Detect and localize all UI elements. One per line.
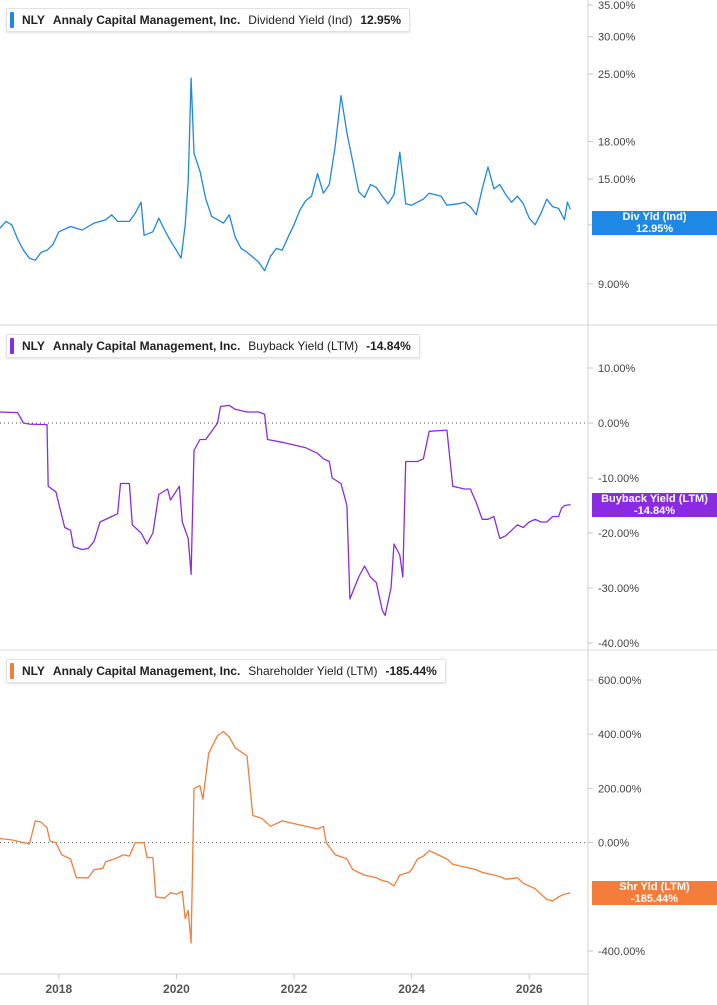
y-tick-label: -30.00% [598,583,639,595]
value-flag-dividend-yield: Div Yld (Ind) 12.95% [592,211,717,235]
legend-color-swatch [10,12,14,28]
y-tick-label: 400.00% [598,729,642,741]
y-tick-label: 0.00% [598,418,629,430]
legend-metric: Shareholder Yield (LTM) [248,664,378,678]
y-tick-label: -400.00% [598,946,645,958]
series-line [0,77,571,272]
legend-dividend-yield[interactable]: NLY Annaly Capital Management, Inc. Divi… [6,8,411,32]
legend-value: -185.44% [385,664,437,678]
legend-color-swatch [10,338,14,354]
y-tick-label: 9.00% [598,279,629,291]
value-flag-shareholder-yield: Shr Yld (LTM) -185.44% [592,881,717,905]
x-tick-label: 2018 [45,982,72,996]
y-tick-label: 600.00% [598,675,642,687]
y-tick-label: 35.00% [598,0,636,12]
y-tick-label: -40.00% [598,638,639,650]
series-line [0,404,571,617]
legend-color-swatch [10,663,14,679]
legend-company: Annaly Capital Management, Inc. [52,13,241,27]
y-tick-label: 0.00% [598,838,629,850]
legend-company: Annaly Capital Management, Inc. [52,339,241,353]
x-tick-label: 2022 [281,982,308,996]
legend-value: 12.95% [360,13,402,27]
series-line [0,730,571,944]
flag-value: -185.44% [630,893,679,905]
y-tick-label: 10.00% [598,363,636,375]
flag-label: Buyback Yield (LTM) [601,493,708,505]
legend-ticker: NLY [22,13,45,27]
legend-company: Annaly Capital Management, Inc. [52,664,241,678]
flag-label: Div Yld (Ind) [622,211,687,223]
y-tick-label: 18.00% [598,137,636,149]
y-tick-label: 25.00% [598,69,636,81]
legend-metric: Buyback Yield (LTM) [248,339,359,353]
y-tick-label: 15.00% [598,174,636,186]
y-tick-label: -10.00% [598,473,639,485]
x-tick-label: 2026 [516,982,543,996]
legend-buyback-yield[interactable]: NLY Annaly Capital Management, Inc. Buyb… [6,334,420,358]
flag-label: Shr Yld (LTM) [619,881,690,893]
legend-shareholder-yield[interactable]: NLY Annaly Capital Management, Inc. Shar… [6,659,446,683]
legend-ticker: NLY [22,339,45,353]
flag-value: -14.84% [634,505,675,517]
legend-metric: Dividend Yield (Ind) [248,13,353,27]
x-tick-label: 2024 [398,982,425,996]
flag-value: 12.95% [635,223,674,235]
x-tick-label: 2020 [163,982,190,996]
value-flag-buyback-yield: Buyback Yield (LTM) -14.84% [592,493,717,517]
legend-value: -14.84% [366,339,411,353]
y-tick-label: 30.00% [598,32,636,44]
y-tick-label: 200.00% [598,783,642,795]
y-tick-label: -20.00% [598,528,639,540]
legend-ticker: NLY [22,664,45,678]
